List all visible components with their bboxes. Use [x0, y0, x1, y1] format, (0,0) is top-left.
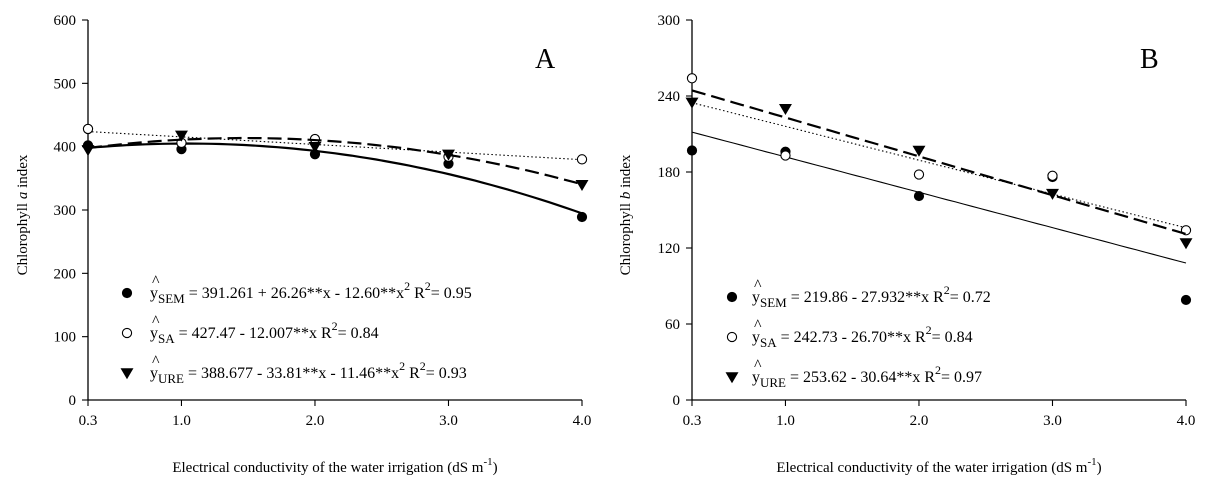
- panel-A-legend-sa-hat: ^: [152, 313, 160, 330]
- panel-B-series-sem-point: [686, 145, 698, 156]
- panel-A-x-tick-label: 1.0: [172, 413, 191, 429]
- panel-A-y-tick-label: 200: [54, 266, 77, 282]
- panel-B-legend-ure-equation: yURE = 253.62 - 30.64**x R2= 0.97: [752, 363, 982, 390]
- panel-B-series-sem-fit-line: [691, 131, 1187, 264]
- panel-B-series-ure-point: [1179, 238, 1193, 250]
- panel-A-x-tick-label: 0.3: [79, 413, 98, 429]
- panel-A-legend-ure-equation: yURE = 388.677 - 33.81**x - 11.46**x2 R2…: [150, 359, 467, 386]
- panel-B-legend-sem-hat: ^: [754, 277, 762, 294]
- panel-B-series-sa-point: [1047, 170, 1058, 181]
- panel-A-series-sem-fit-line: [87, 142, 583, 215]
- panel-B-series-ure-fit-line: [691, 89, 1187, 236]
- panel-B-y-tick-label: 240: [658, 89, 681, 105]
- panel-A-y-tick-label: 100: [54, 330, 77, 346]
- panel-A-legend-sem-equation: ySEM = 391.261 + 26.26**x - 12.60**x2 R2…: [150, 279, 472, 306]
- panel-A-series-ure-point: [81, 145, 95, 157]
- panel-A-y-tick-label: 600: [54, 13, 77, 29]
- panel-B-legend-sem-equation: ySEM = 219.86 - 27.932**x R2= 0.72: [752, 283, 991, 310]
- panel-A-series-ure-point: [174, 130, 188, 142]
- panel-A-y-tick-label: 500: [54, 76, 77, 92]
- panel-A-x-tick-label: 2.0: [306, 413, 325, 429]
- panel-B-x-tick-label: 0.3: [683, 413, 702, 429]
- panel-B-series-ure-point: [1046, 188, 1059, 200]
- panel-A-x-tick-label: 4.0: [573, 413, 592, 429]
- panel-B-x-tick-label: 4.0: [1177, 413, 1196, 429]
- panel-A-x-tick-label: 3.0: [439, 413, 458, 429]
- panel-A-legend-sa-marker: [121, 327, 133, 339]
- panel-B-legend-sa-hat: ^: [754, 317, 762, 334]
- panel-A-x-axis-label: Electrical conductivity of the water irr…: [172, 456, 497, 476]
- panel-B-legend-sem-marker: [726, 291, 738, 303]
- panel-A-y-axis-label: Chlorophyll a index: [15, 154, 31, 275]
- panel-B-y-tick-label: 300: [658, 13, 681, 29]
- panel-B-y-tick-label: 0: [673, 393, 681, 409]
- panel-A-y-tick-label: 300: [54, 203, 77, 219]
- panel-B-series-sa-point: [780, 150, 791, 161]
- panel-A-legend-sem-hat: ^: [152, 273, 160, 290]
- panel-A-series-sa-point: [576, 154, 588, 165]
- panel-B-x-tick-label: 2.0: [910, 413, 929, 429]
- panel-B-series-sem-point: [913, 190, 925, 202]
- panel-A-series-ure-point: [442, 149, 455, 161]
- panel-B-chart: 0 60 120 180 240 300 0.3 1.0 2.0 3.0 4.0 Chlorophyl…: [618, 13, 1195, 476]
- panel-A-chart: 0 100 200 300 400 500 600 0.3 1.0 2.0 3.0 4.0 Chloro…: [15, 13, 591, 476]
- panel-A-series-ure-fit-line: [87, 136, 583, 186]
- panel-A-legend-ure-hat: ^: [152, 353, 160, 370]
- panel-A-y-tick-label: 400: [54, 140, 77, 156]
- panel-A-legend-sa-equation: ySA = 427.47 - 12.007**x R2= 0.84: [150, 319, 379, 346]
- panel-B-y-axis-label: Chlorophyll b index: [618, 154, 634, 275]
- panel-A-series-sa-point: [82, 123, 94, 135]
- panel-B-series-sa-point: [913, 169, 925, 180]
- panel-B-series-sa-fit-line: [691, 102, 1187, 229]
- panel-B-series-ure-point: [685, 97, 699, 109]
- panel-A-series-ure-point: [575, 179, 589, 191]
- panel-A-series-sa-fit-line: [87, 131, 583, 161]
- panel-B-x-tick-label: 1.0: [776, 413, 795, 429]
- panel-B-legend-ure-hat: ^: [754, 357, 762, 374]
- panel-B-panel-letter: B: [1140, 44, 1159, 75]
- panel-B-y-tick-label: 120: [658, 241, 681, 257]
- panel-B-x-tick-label: 3.0: [1043, 413, 1062, 429]
- panel-A-legend-ure-marker: [120, 368, 134, 380]
- panel-A-legend-sem-marker: [121, 287, 133, 299]
- panel-A-series-sem-point: [576, 211, 588, 223]
- panel-B-x-axis-label: Electrical conductivity of the water irr…: [776, 456, 1101, 476]
- panel-A-y-tick-label: 0: [69, 393, 77, 409]
- panel-B-series-sa-point: [686, 73, 698, 84]
- panel-A-series-ure-point: [308, 141, 322, 153]
- panel-B-series-sem-point: [1180, 294, 1192, 306]
- panel-B-y-tick-label: 60: [665, 317, 680, 333]
- panel-B-legend-sa-equation: ySA = 242.73 - 26.70**x R2= 0.84: [752, 323, 973, 350]
- panel-B-legend-sa-marker: [726, 331, 738, 343]
- panel-B-series-ure-point: [778, 103, 792, 115]
- panel-B-legend-ure-marker: [725, 372, 739, 384]
- panel-B-series-ure-point: [912, 145, 926, 157]
- panel-B-y-tick-label: 180: [658, 165, 681, 181]
- panel-A-panel-letter: A: [535, 44, 556, 75]
